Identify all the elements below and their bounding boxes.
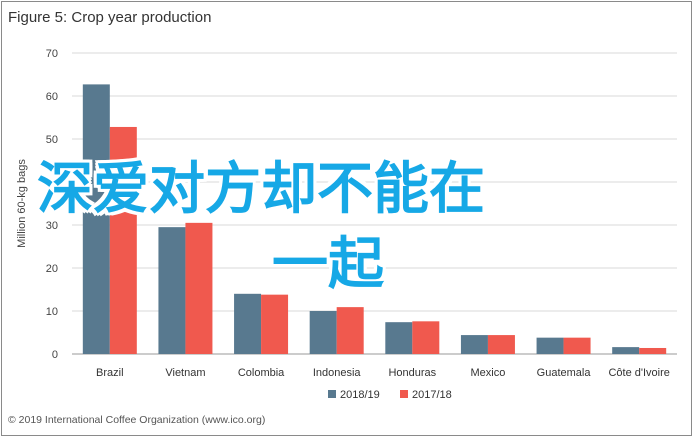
y-tick-label: 30 <box>46 220 58 232</box>
y-tick-label: 0 <box>52 349 58 361</box>
x-tick-label: Vietnam <box>165 367 205 379</box>
x-tick-label: Colombia <box>238 367 285 379</box>
legend-swatch <box>328 390 336 398</box>
bar-2018-19 <box>536 337 564 354</box>
bar-2017-18 <box>261 294 289 354</box>
bar-2017-18 <box>336 307 364 354</box>
x-tick-label: Côte d'Ivoire <box>608 367 669 379</box>
y-tick-label: 70 <box>46 48 58 60</box>
bar-2017-18 <box>185 222 213 354</box>
bar-2017-18 <box>412 321 440 354</box>
y-tick-label: 50 <box>46 134 58 146</box>
y-axis-title: Million 60-kg bags <box>16 159 28 248</box>
bar-2018-19 <box>612 347 640 354</box>
bar-2017-18 <box>487 335 515 354</box>
x-tick-label: Brazil <box>96 367 124 379</box>
x-tick-label: Honduras <box>388 367 436 379</box>
x-tick-label: Guatemala <box>537 367 592 379</box>
legend-label: 2017/18 <box>412 389 452 401</box>
y-tick-label: 60 <box>46 91 58 103</box>
copyright-text: © 2019 International Coffee Organization… <box>8 414 266 426</box>
bar-2018-19 <box>158 227 186 354</box>
x-tick-label: Indonesia <box>313 367 362 379</box>
bar-2017-18 <box>563 337 591 354</box>
y-tick-label: 20 <box>46 263 58 275</box>
bar-2018-19 <box>82 84 110 354</box>
bar-2018-19 <box>234 293 262 354</box>
bar-2017-18 <box>639 347 667 354</box>
x-tick-label: Mexico <box>471 367 506 379</box>
legend-swatch <box>400 390 408 398</box>
bar-2018-19 <box>309 311 337 354</box>
y-tick-label: 40 <box>46 177 58 189</box>
y-tick-label: 10 <box>46 306 58 318</box>
chart-title: Figure 5: Crop year production <box>8 9 212 26</box>
bar-2018-19 <box>460 335 488 354</box>
legend-label: 2018/19 <box>340 389 380 401</box>
bar-2017-18 <box>109 126 137 355</box>
bar-2018-19 <box>385 322 413 354</box>
